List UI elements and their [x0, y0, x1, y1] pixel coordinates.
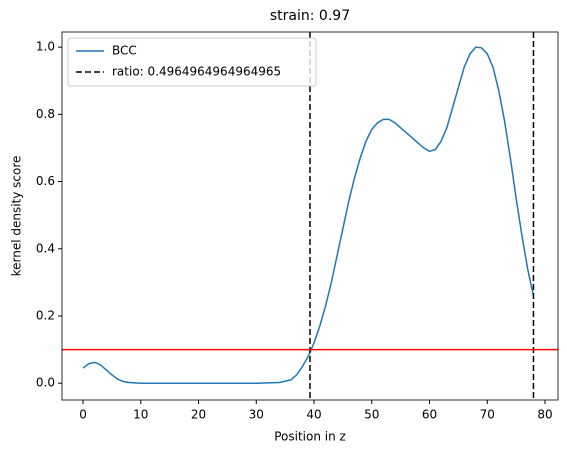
y-tick-label: 0.0	[36, 376, 55, 390]
x-tick-label: 70	[480, 408, 495, 422]
y-tick-label: 1.0	[36, 40, 55, 54]
y-tick-label: 0.2	[36, 308, 55, 322]
x-tick-label: 80	[537, 408, 552, 422]
chart-title: strain: 0.97	[270, 8, 350, 24]
y-tick-label: 0.6	[36, 174, 55, 188]
x-tick-label: 50	[364, 408, 379, 422]
y-tick-label: 0.8	[36, 107, 55, 121]
legend-box	[67, 37, 317, 87]
x-tick-label: 60	[422, 408, 437, 422]
data-line	[82, 46, 535, 384]
x-tick-label: 0	[79, 408, 87, 422]
legend-label: ratio: 0.4964964964964965	[112, 65, 281, 79]
x-tick-label: 20	[191, 408, 206, 422]
x-axis-label: Position in z	[274, 430, 346, 444]
y-axis-label: kernel density score	[10, 156, 24, 277]
x-tick-label: 40	[306, 408, 321, 422]
x-tick-label: 10	[133, 408, 148, 422]
plot-frame	[61, 31, 559, 401]
legend-label: BCC	[112, 44, 137, 58]
y-tick-label: 0.4	[36, 241, 55, 255]
x-tick-label: 30	[249, 408, 264, 422]
